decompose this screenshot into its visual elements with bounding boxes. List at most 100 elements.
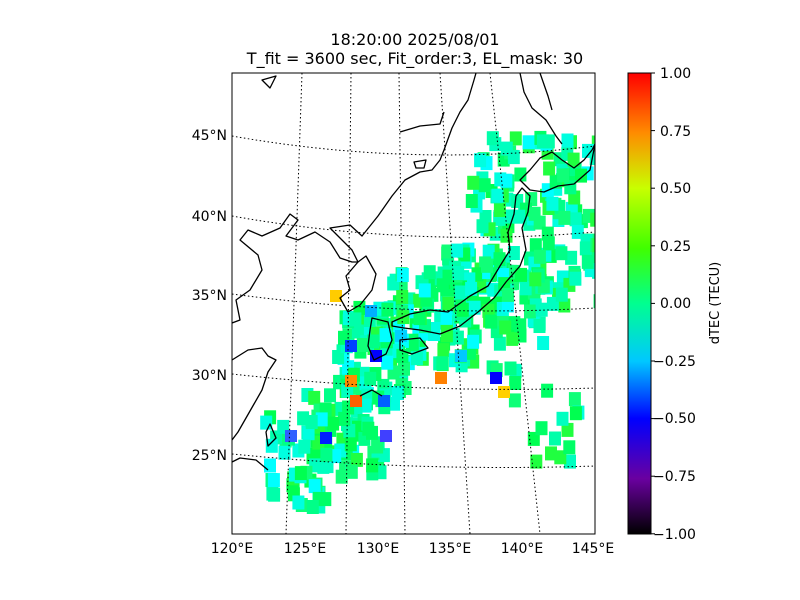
dtec-patch <box>507 246 520 260</box>
dtec-patch <box>437 343 450 358</box>
dtec-patch-anomaly <box>490 372 502 384</box>
gridline-lon-145 <box>489 73 541 534</box>
dtec-patch <box>569 406 582 421</box>
dtec-patch <box>593 294 595 309</box>
dtec-patch <box>533 319 546 333</box>
dtec-patch <box>308 479 321 494</box>
dtec-patch <box>527 431 540 446</box>
coast-south-china <box>232 457 269 471</box>
dtec-patch <box>265 438 278 453</box>
dtec-patch <box>508 393 521 408</box>
lon-label-135: 135°E <box>429 541 472 557</box>
coast-kyushu <box>367 317 393 361</box>
dtec-patch <box>541 226 554 241</box>
coast-sakhalin-east <box>539 73 553 111</box>
dtec-patch <box>413 311 426 326</box>
dtec-patch <box>522 135 535 150</box>
dtec-patch <box>468 300 481 315</box>
latitude-gridlines <box>232 135 595 468</box>
dtec-patch <box>500 173 513 188</box>
dtec-patch <box>493 336 506 351</box>
coast-hokkaido <box>519 143 595 193</box>
dtec-patch <box>536 134 549 149</box>
gridline-lat-25 <box>232 453 595 468</box>
dtec-patch <box>590 212 595 227</box>
dtec-patch <box>486 131 499 146</box>
dtec-patch <box>366 458 379 473</box>
dtec-patch <box>528 206 541 221</box>
cb-tick-label-2: 0.50 <box>660 181 691 197</box>
dtec-patch <box>440 310 453 325</box>
dtec-patch-anomaly <box>498 386 510 398</box>
colorbar-ticks <box>651 72 655 535</box>
dtec-patch <box>500 228 513 243</box>
dtec-patch <box>529 238 542 253</box>
dtec-patch <box>519 281 532 296</box>
gridline-lat-30 <box>232 373 595 390</box>
dtec-patch-anomaly <box>320 432 332 444</box>
dtec-patch <box>546 196 559 211</box>
dtec-patch <box>371 439 384 454</box>
dtec-patch <box>515 267 527 282</box>
dtec-patch <box>568 392 581 407</box>
dtec-patch <box>555 287 568 302</box>
coast-shikoku <box>399 337 429 355</box>
lon-label-120: 120°E <box>211 541 254 557</box>
coast-north-island <box>261 75 277 89</box>
dtec-patch <box>442 269 455 284</box>
dtec-patch <box>452 266 465 280</box>
dtec-patch <box>514 318 527 333</box>
dtec-patch <box>343 423 356 438</box>
dtec-patch <box>592 238 595 253</box>
dtec-patch-anomaly <box>380 430 392 442</box>
latitude-labels: 45°N 40°N 35°N 30°N 25°N <box>192 128 227 464</box>
dtec-patch <box>396 268 409 282</box>
dtec-patch-anomaly <box>378 395 390 407</box>
lon-label-125: 125°E <box>284 541 327 557</box>
dtec-patch <box>499 320 512 335</box>
dtec-patch <box>451 330 464 345</box>
dtec-patch <box>491 188 504 203</box>
coast-east-china <box>232 347 277 441</box>
dtec-patch <box>514 167 527 182</box>
dtec-patch <box>410 351 423 366</box>
dtec-patch <box>465 281 478 296</box>
lat-label-40: 40°N <box>192 209 227 225</box>
longitude-gridlines <box>285 73 541 534</box>
dtec-patch <box>549 431 561 446</box>
dtec-patch <box>563 440 576 455</box>
dtec-patch <box>320 447 333 462</box>
gridline-lat-35 <box>232 293 595 312</box>
dtec-patch <box>569 271 582 286</box>
dtec-patch <box>467 175 480 190</box>
dtec-patch <box>327 416 340 431</box>
cb-tick-label-0: 1.00 <box>660 66 691 82</box>
cb-tick-label-8: −1.00 <box>653 527 696 543</box>
dtec-patch <box>579 241 592 256</box>
dtec-patch <box>367 334 380 349</box>
dtec-patch <box>561 133 574 148</box>
dtec-patch <box>436 356 449 371</box>
dtec-patch <box>267 473 280 488</box>
lon-label-140: 140°E <box>501 541 544 557</box>
dtec-patch-anomaly <box>455 350 467 362</box>
colorbar-label: dTEC (TECU) <box>708 262 723 345</box>
dtec-patch <box>535 421 548 436</box>
dtec-patch-anomaly <box>435 372 447 384</box>
lat-label-30: 30°N <box>192 368 227 384</box>
dtec-patch <box>341 383 354 398</box>
dtec-patch <box>545 446 557 461</box>
gridline-lon-135 <box>398 73 406 534</box>
dtec-patch <box>476 219 489 234</box>
dtec-patch <box>506 331 519 346</box>
dtec-patch <box>502 287 514 302</box>
dtec-patch <box>456 302 469 317</box>
dtec-patch <box>406 338 419 353</box>
coast-primorye <box>399 111 445 133</box>
coast-china-korea <box>232 73 477 324</box>
dtec-patch <box>451 243 464 258</box>
dtec-patch <box>541 383 554 398</box>
dtec-patch <box>537 336 550 350</box>
dtec-patch <box>569 212 582 227</box>
